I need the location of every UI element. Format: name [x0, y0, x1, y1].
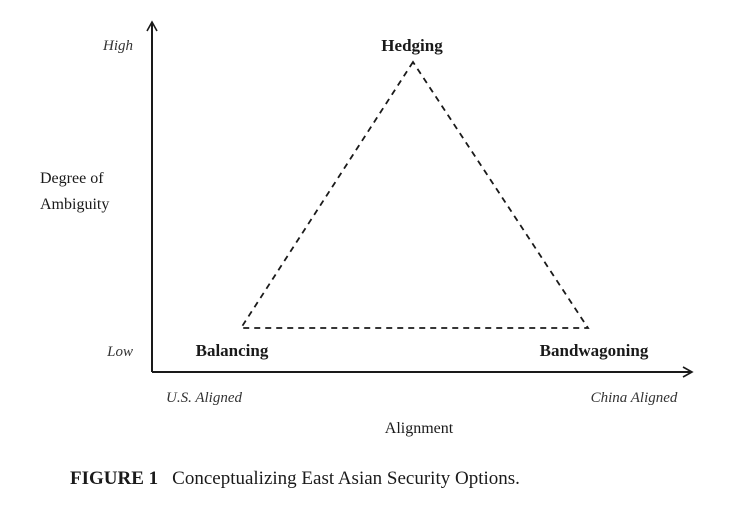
vertex-label-bandwagoning: Bandwagoning	[540, 341, 649, 360]
vertex-label-hedging: Hedging	[381, 36, 443, 55]
caption-text: Conceptualizing East Asian Security Opti…	[172, 468, 520, 489]
figure-caption: FIGURE 1 Conceptualizing East Asian Secu…	[70, 468, 520, 489]
vertex-label-balancing: Balancing	[196, 341, 269, 360]
y-axis-low-label: Low	[106, 344, 133, 360]
x-axis-title: Alignment	[385, 420, 454, 437]
caption-number: FIGURE 1	[70, 468, 158, 489]
y-axis-title-line1: Degree of	[40, 170, 104, 187]
options-triangle	[239, 60, 590, 329]
y-axis-title-line2: Ambiguity	[40, 196, 109, 213]
x-axis-left-label: U.S. Aligned	[166, 390, 242, 406]
x-axis-right-label: China Aligned	[591, 390, 678, 406]
y-axis-high-label: High	[102, 38, 133, 54]
